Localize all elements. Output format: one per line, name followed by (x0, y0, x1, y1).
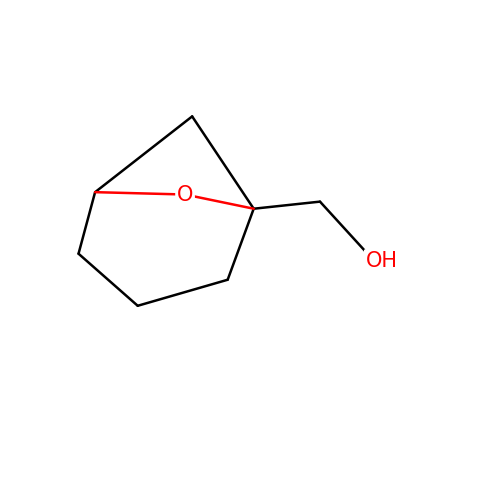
Text: O: O (177, 184, 193, 205)
Text: OH: OH (365, 251, 398, 271)
